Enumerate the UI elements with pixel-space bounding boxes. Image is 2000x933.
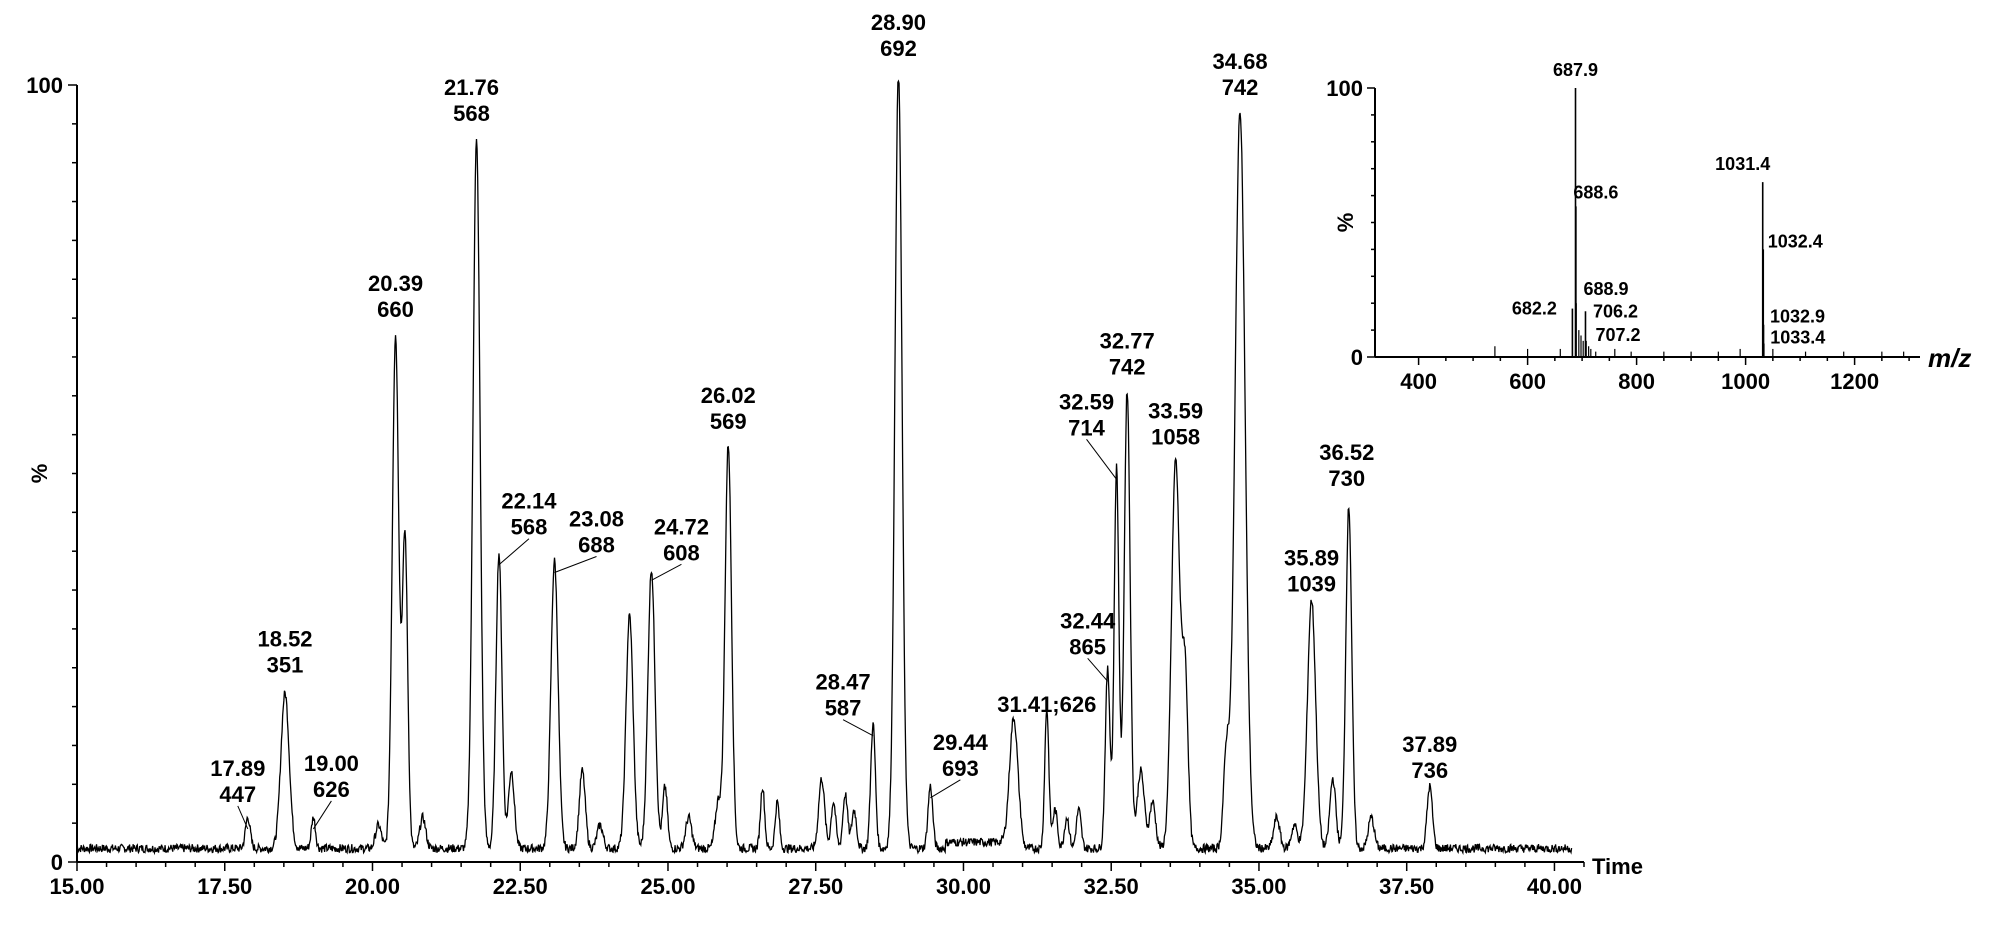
peak-label: 626 bbox=[313, 777, 350, 802]
peak-label: 730 bbox=[1328, 466, 1365, 491]
peak-label: 29.44 bbox=[933, 730, 989, 755]
peak-label: 32.44 bbox=[1060, 608, 1116, 633]
peak-label: 22.14 bbox=[501, 489, 557, 514]
peak-label: 742 bbox=[1222, 75, 1259, 100]
peak-label: 714 bbox=[1068, 415, 1105, 440]
inset-peak-label: 1032.9 bbox=[1770, 307, 1825, 327]
peak-label: 865 bbox=[1069, 634, 1106, 659]
peak-label: 1039 bbox=[1287, 571, 1336, 596]
peak-label: 20.39 bbox=[368, 271, 423, 296]
peak-label: 32.77 bbox=[1100, 329, 1155, 354]
inset-y-tick-label: 0 bbox=[1351, 345, 1363, 370]
peak-label: 24.72 bbox=[654, 514, 709, 539]
x-axis-label: Time bbox=[1592, 854, 1643, 879]
x-tick-label: 30.00 bbox=[936, 874, 991, 899]
peak-label: 742 bbox=[1109, 355, 1146, 380]
peak-label: 31.41;626 bbox=[997, 692, 1096, 717]
x-tick-label: 32.50 bbox=[1084, 874, 1139, 899]
peak-leader-line bbox=[554, 556, 597, 573]
peak-label: 693 bbox=[942, 756, 979, 781]
peak-leader-line bbox=[312, 800, 332, 830]
main-trace bbox=[76, 79, 1573, 856]
inset-peak-label: 707.2 bbox=[1596, 325, 1641, 345]
peak-leader-line bbox=[930, 779, 961, 799]
y-axis-label: % bbox=[27, 464, 52, 484]
x-tick-label: 15.00 bbox=[49, 874, 104, 899]
x-tick-label: 17.50 bbox=[197, 874, 252, 899]
peak-label: 34.68 bbox=[1213, 49, 1268, 74]
peak-label: 35.89 bbox=[1284, 545, 1339, 570]
peak-label: 569 bbox=[710, 409, 747, 434]
peak-label: 26.02 bbox=[701, 383, 756, 408]
x-tick-label: 20.00 bbox=[345, 874, 400, 899]
peak-label: 692 bbox=[880, 36, 917, 61]
peak-label: 568 bbox=[511, 515, 548, 540]
inset-peak-label: 688.9 bbox=[1584, 279, 1629, 299]
inset-peak-label: 1031.4 bbox=[1715, 154, 1770, 174]
peak-label: 736 bbox=[1411, 758, 1448, 783]
x-tick-label: 22.50 bbox=[493, 874, 548, 899]
peak-leader-line bbox=[842, 719, 874, 737]
peak-label: 19.00 bbox=[304, 751, 359, 776]
main-axes: 15.00 17.50 20.00 22.50 25.00 27.50 30.00 32.50… bbox=[26, 73, 1643, 899]
inset-x-tick-label: 600 bbox=[1509, 369, 1546, 394]
peak-label: 660 bbox=[377, 297, 414, 322]
inset-x-axis-label: m/z bbox=[1928, 343, 1971, 373]
inset-peak-label: 682.2 bbox=[1512, 299, 1557, 319]
inset-peak-label: 688.6 bbox=[1573, 182, 1618, 202]
main-peak-labels: 17.8944718.5235119.0062620.3966021.76568… bbox=[210, 10, 1457, 830]
peak-label: 17.89 bbox=[210, 756, 265, 781]
inset-y-tick-label: 100 bbox=[1326, 76, 1363, 101]
peak-label: 37.89 bbox=[1402, 732, 1457, 757]
peak-label: 21.76 bbox=[444, 75, 499, 100]
peak-label: 23.08 bbox=[569, 507, 624, 532]
inset-peak-label: 687.9 bbox=[1553, 60, 1598, 80]
peak-label: 18.52 bbox=[257, 627, 312, 652]
peak-label: 587 bbox=[825, 696, 862, 721]
peak-label: 447 bbox=[219, 782, 256, 807]
peak-label: 688 bbox=[578, 533, 615, 558]
peak-leader-line bbox=[498, 538, 530, 566]
peak-label: 36.52 bbox=[1319, 440, 1374, 465]
inset-y-axis-label: % bbox=[1333, 213, 1358, 233]
inset-peak-label: 1033.4 bbox=[1770, 328, 1825, 348]
chromatogram-trace bbox=[76, 79, 1573, 856]
x-tick-label: 25.00 bbox=[640, 874, 695, 899]
inset-x-tick-label: 1200 bbox=[1830, 369, 1879, 394]
mass-spectrum-inset: 400 600 800 1000 1200 0 100% m/z 682.2 687.9 688.6… bbox=[1326, 60, 1971, 394]
peak-label: 32.59 bbox=[1059, 389, 1114, 414]
x-tick-label: 27.50 bbox=[788, 874, 843, 899]
peak-leader-line bbox=[651, 563, 682, 581]
inset-x-tick-label: 1000 bbox=[1721, 369, 1770, 394]
inset-peak-label: 706.2 bbox=[1593, 301, 1638, 321]
peak-label: 568 bbox=[453, 101, 490, 126]
y-tick-label: 100 bbox=[26, 73, 63, 98]
peak-leader-line bbox=[1087, 657, 1109, 682]
x-tick-label: 37.50 bbox=[1379, 874, 1434, 899]
x-tick-label: 35.00 bbox=[1231, 874, 1286, 899]
peak-label: 1058 bbox=[1151, 425, 1200, 450]
x-tick-label: 40.00 bbox=[1527, 874, 1582, 899]
peak-label: 608 bbox=[663, 540, 700, 565]
inset-peak-label: 1032.4 bbox=[1768, 231, 1823, 251]
peak-label: 351 bbox=[267, 653, 304, 678]
peak-leader-line bbox=[1086, 438, 1117, 480]
y-tick-label: 0 bbox=[51, 850, 63, 875]
peak-label: 28.90 bbox=[871, 10, 926, 35]
peak-label: 33.59 bbox=[1148, 399, 1203, 424]
inset-x-tick-label: 800 bbox=[1618, 369, 1655, 394]
peak-label: 28.47 bbox=[816, 670, 871, 695]
peak-leader-line bbox=[237, 805, 249, 830]
inset-x-tick-label: 400 bbox=[1400, 369, 1437, 394]
